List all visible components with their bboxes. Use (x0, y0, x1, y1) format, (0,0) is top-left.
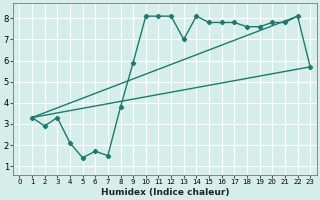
X-axis label: Humidex (Indice chaleur): Humidex (Indice chaleur) (100, 188, 229, 197)
